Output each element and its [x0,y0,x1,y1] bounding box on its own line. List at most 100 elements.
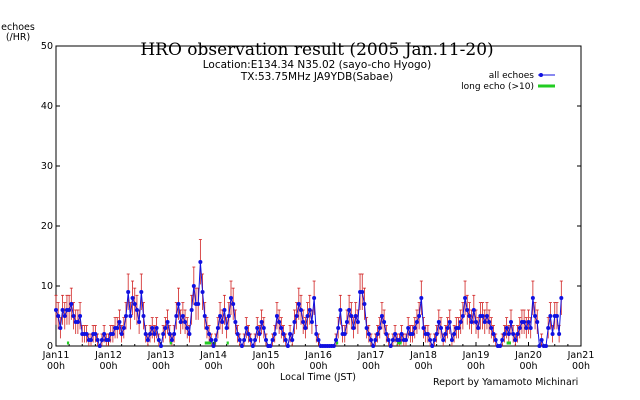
data-point [218,314,223,318]
data-point [246,332,251,336]
data-point [54,308,58,312]
data-point [187,332,192,336]
x-tick-label-hour: 00h [309,361,327,372]
data-point [554,314,559,318]
data-point [209,338,214,342]
data-point [537,344,542,348]
y-tick-label: 50 [41,41,53,52]
data-point [355,320,360,324]
data-point [493,338,498,342]
data-point [180,314,185,318]
data-point [379,314,384,318]
data-point [489,326,494,330]
data-point [404,338,408,342]
data-point [417,314,422,318]
data-point [137,320,142,324]
data-point [60,308,65,312]
data-point [121,326,126,330]
data-point [134,308,139,312]
data-point [178,320,183,324]
data-point [139,290,144,294]
data-point [349,314,354,318]
data-point [419,296,424,300]
data-point [487,320,492,324]
data-point [290,338,295,342]
data-point [377,326,382,330]
data-point [307,308,312,312]
legend: all echoes long echo (>10) [461,71,555,92]
x-tick-label-hour: 00h [204,361,222,372]
data-point [237,338,242,342]
data-point [399,332,404,336]
data-point [285,344,290,348]
x-tick-label-hour: 00h [467,361,485,372]
data-point [99,338,104,342]
all-echoes-series [54,260,564,348]
x-tick-label-hour: 00h [257,361,275,372]
data-point [305,314,310,318]
data-point [159,344,163,348]
data-point [150,326,155,330]
data-point [465,308,470,312]
data-point [539,338,544,342]
data-point [207,332,212,336]
data-point [264,338,268,342]
data-point [434,332,439,336]
chart-subtitle-transmitter: TX:53.75MHz JA9YDB(Sabae) [240,71,393,83]
chart-title: HRO observation result (2005 Jan.11-20) [140,40,493,60]
data-point [239,344,244,348]
data-point [58,326,63,330]
data-point [242,338,247,342]
x-axis-ticks: Jan1100hJan1200hJan1300hJan1400hJan1500h… [42,342,594,372]
x-tick-label-day: Jan18 [409,350,437,361]
data-point [469,320,474,324]
x-tick-label-day: Jan11 [42,350,70,361]
data-point [126,290,131,294]
data-point [303,326,308,330]
data-point [301,320,306,324]
y-tick-label: 20 [41,221,53,232]
data-point [185,326,190,330]
data-point [176,302,181,306]
data-point [261,326,266,330]
x-tick-label-hour: 00h [362,361,380,372]
data-point [336,326,341,330]
data-point [215,326,220,330]
data-point [373,338,378,342]
data-point [382,320,387,324]
x-tick-label-day: Jan16 [304,350,332,361]
data-point [436,320,441,324]
data-point [222,308,227,312]
data-point [163,326,168,330]
data-point [390,338,395,342]
data-point [78,314,83,318]
data-point [279,326,284,330]
data-point [362,302,367,306]
x-tick-label-day: Jan19 [462,350,490,361]
data-point [130,296,135,300]
data-point [504,326,509,330]
data-point [471,308,476,312]
y-axis-label-line1: echoes [1,22,35,33]
data-point [244,326,249,330]
x-tick-label-hour: 00h [572,361,590,372]
data-point [522,320,527,324]
data-point [257,332,262,336]
data-point [89,338,93,342]
data-point [102,332,107,336]
data-point [449,338,454,342]
data-point [498,344,503,348]
data-point [165,320,170,324]
data-point [546,326,551,330]
data-point [506,332,511,336]
data-point [406,326,411,330]
data-point [331,344,336,348]
data-point [128,314,133,318]
data-point [156,338,161,342]
data-point [526,320,531,324]
data-point [458,320,463,324]
data-point [530,296,535,300]
data-point [524,326,529,330]
data-point [95,338,100,342]
data-point [119,332,124,336]
